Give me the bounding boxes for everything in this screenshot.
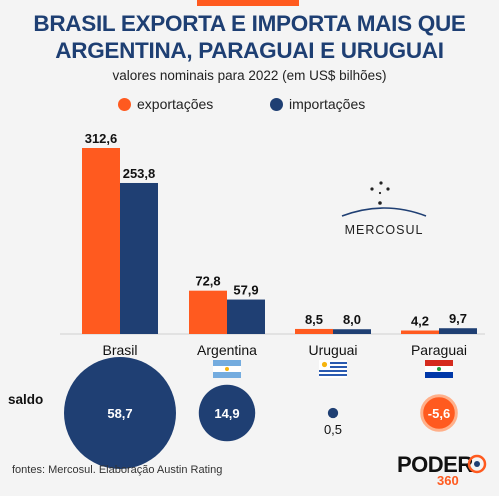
data-label-import-argentina: 57,9	[233, 283, 258, 298]
mercosul-logo: MERCOSUL	[336, 180, 432, 240]
saldo-layer: 58,7 14,9 0,5 -5,6	[64, 357, 458, 469]
paraguay-flag-icon	[425, 360, 453, 378]
data-label-export-paraguai: 4,2	[411, 314, 429, 329]
saldo-label-brasil: 58,7	[107, 406, 132, 421]
data-label-export-uruguai: 8,5	[305, 312, 323, 327]
uruguay-flag-icon	[319, 360, 347, 378]
category-label-paraguai: Paraguai	[411, 342, 467, 358]
data-label-import-paraguai: 9,7	[449, 311, 467, 326]
title-line-2: ARGENTINA, PARAGUAI E URUGUAI	[55, 38, 444, 63]
bar-export-uruguai	[295, 328, 333, 334]
top-accent-bar	[197, 0, 299, 6]
data-label-import-brasil: 253,8	[123, 166, 156, 181]
chart-title: BRASIL EXPORTA E IMPORTA MAIS QUE ARGENT…	[0, 10, 499, 64]
poder360-circle-icon	[467, 454, 487, 474]
category-label-argentina: Argentina	[197, 342, 257, 358]
bar-import-uruguai	[333, 329, 371, 334]
bars-layer: 312,6 253,8 Brasil 72,8 57,9 Argentina 8,5 8,0 U…	[82, 131, 477, 358]
argentina-flag-icon	[213, 360, 241, 378]
mercosul-emblem-icon: MERCOSUL	[341, 181, 427, 237]
legend-label-exports: exportações	[137, 96, 214, 112]
saldo-bubble-paraguai	[420, 394, 458, 432]
saldo-label-argentina: 14,9	[214, 406, 239, 421]
saldo-label-paraguai: -5,6	[428, 406, 450, 421]
bar-export-paraguai	[401, 330, 439, 334]
legend-label-imports: importações	[289, 96, 366, 112]
mercosul-wordmark: MERCOSUL	[345, 223, 424, 237]
chart-subtitle: valores nominais para 2022 (em US$ bilhõ…	[112, 68, 387, 83]
poder360-logo: PODER 360	[397, 452, 489, 492]
bar-import-paraguai	[439, 328, 477, 334]
legend-swatch-exports	[118, 98, 131, 111]
data-label-export-argentina: 72,8	[195, 274, 220, 289]
category-label-uruguai: Uruguai	[308, 342, 357, 358]
poder360-logo-word: PODER	[397, 452, 473, 477]
bar-import-argentina	[227, 299, 265, 334]
saldo-bubble-argentina	[198, 384, 256, 442]
saldo-label: saldo	[8, 392, 43, 407]
category-label-brasil: Brasil	[102, 342, 137, 358]
legend-swatch-imports	[270, 98, 283, 111]
data-label-export-brasil: 312,6	[85, 131, 118, 146]
data-label-import-uruguai: 8,0	[343, 312, 361, 327]
saldo-label-uruguai: 0,5	[324, 422, 342, 437]
saldo-bubble-uruguai	[327, 407, 339, 419]
title-line-1: BRASIL EXPORTA E IMPORTA MAIS QUE	[33, 11, 466, 36]
poder360-logo-number: 360	[437, 473, 459, 488]
bar-export-argentina	[189, 290, 227, 334]
saldo-bubble-brasil	[64, 357, 176, 469]
footer-source: fontes: Mercosul. Elaboração Austin Rati…	[12, 464, 223, 476]
southern-cross-stars-icon	[370, 181, 390, 205]
bar-import-brasil	[120, 182, 158, 334]
bar-export-brasil	[82, 148, 120, 334]
